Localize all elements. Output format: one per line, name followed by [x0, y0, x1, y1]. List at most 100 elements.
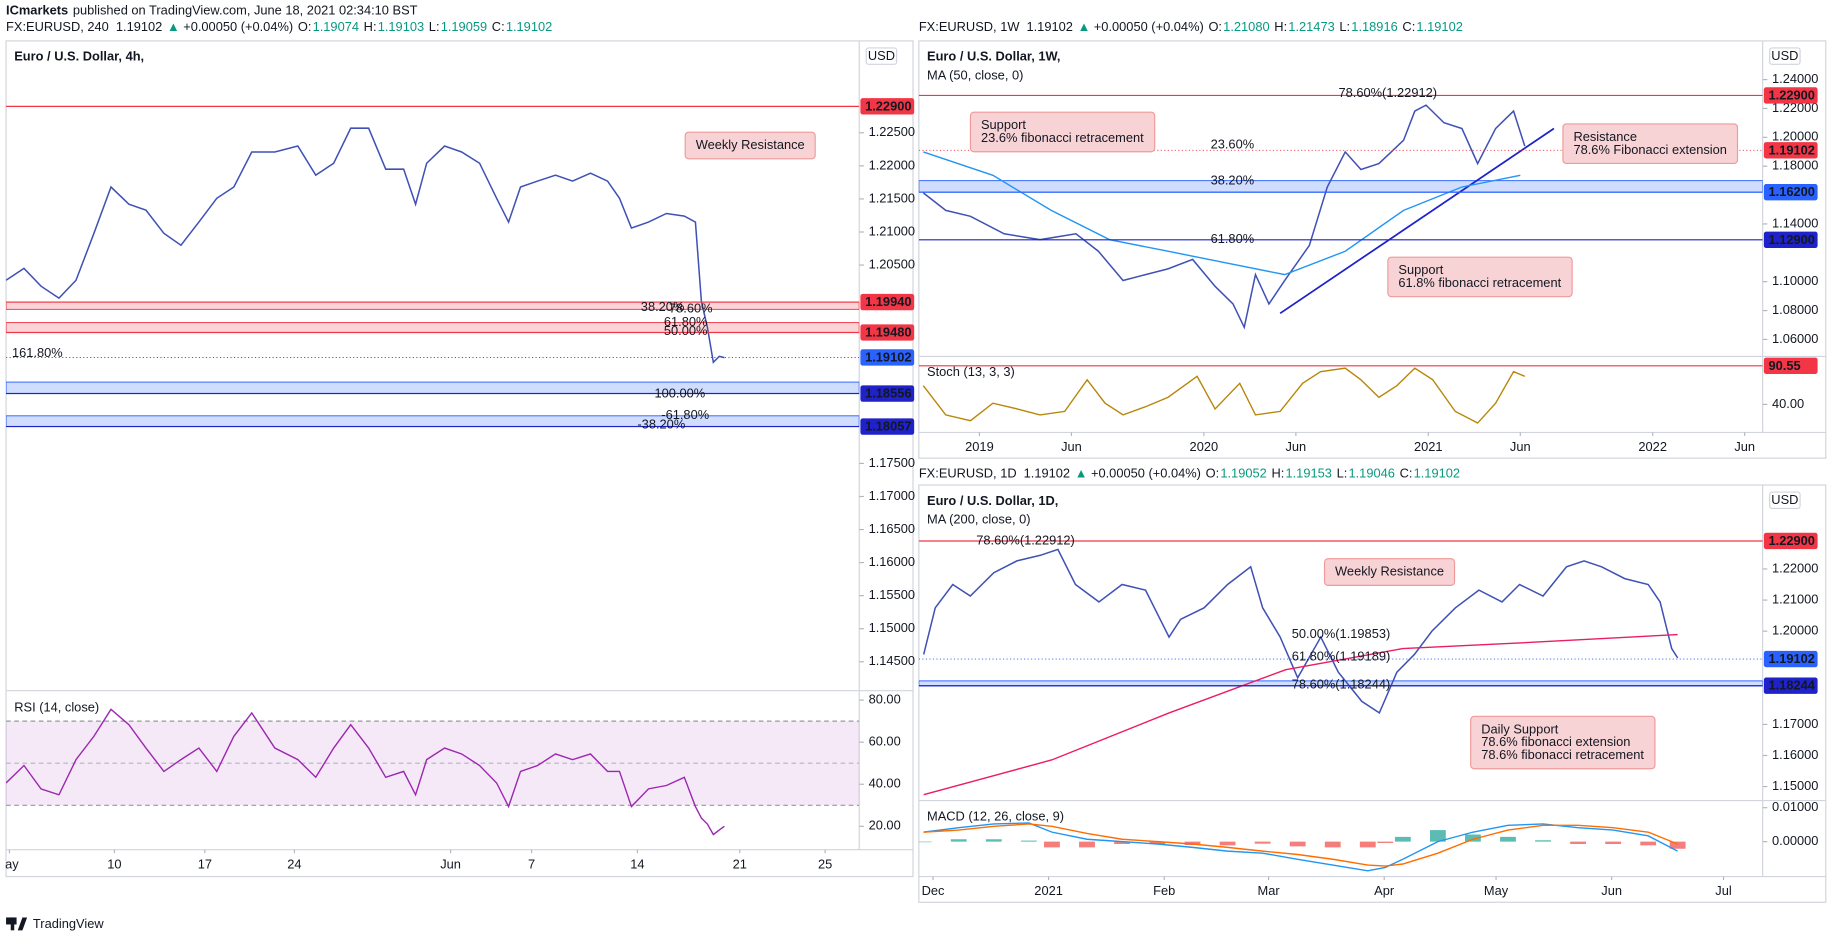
y-tick-label: 1.22000 — [1772, 560, 1818, 575]
level-label: 1.22900 — [865, 98, 911, 113]
legend-entry: MA (200, close, 0) — [927, 511, 1031, 526]
change: +0.00050 (+0.04%) — [1091, 466, 1201, 481]
histogram-bar — [1465, 834, 1481, 842]
fib-label: 61.80%(1.19189) — [1292, 648, 1391, 663]
ohlc-label: C: — [1400, 466, 1413, 481]
y-tick-label: 20.00 — [869, 818, 901, 833]
y-tick-label: 40.00 — [869, 776, 901, 791]
level-label: 1.18556 — [865, 386, 911, 401]
legend-entry: Stoch (13, 3, 3) — [927, 364, 1015, 379]
currency-badge — [1769, 491, 1801, 509]
last-price: 1.19102 — [1024, 466, 1070, 481]
zone — [6, 381, 860, 394]
x-tick-label: Dec — [922, 883, 945, 898]
series-line — [922, 548, 1679, 715]
histogram-bar — [1044, 841, 1060, 848]
histogram-bar — [1359, 841, 1376, 848]
change: +0.00050 (+0.04%) — [183, 19, 293, 34]
y-tick-label: 1.15000 — [869, 620, 915, 635]
level-label-box — [1763, 142, 1818, 159]
ohlc-value: 1.19102 — [1416, 19, 1462, 34]
series-line — [922, 367, 1526, 424]
x-tick-label: Apr — [1374, 883, 1395, 898]
note: Weekly Resistance — [696, 138, 805, 153]
histogram-bar — [1669, 841, 1686, 849]
x-tick-label: 17 — [198, 856, 212, 871]
y-tick-label: 1.10000 — [1772, 273, 1818, 288]
note-box — [1323, 558, 1456, 586]
currency-label: USD — [1771, 48, 1798, 63]
y-tick-label: 1.15500 — [869, 587, 915, 602]
series-line — [923, 151, 1521, 276]
x-tick-label: 10 — [107, 856, 121, 871]
level-label-box — [860, 349, 915, 366]
trendline — [1279, 127, 1555, 315]
author: ICmarkets — [6, 3, 68, 18]
zone — [6, 415, 860, 427]
legend-entry: MACD (12, 26, close, 9) — [927, 808, 1064, 823]
x-tick-label: Jun — [1734, 439, 1755, 454]
level-label: 1.16200 — [1769, 184, 1815, 199]
x-tick-label: 2022 — [1638, 439, 1667, 454]
publish-line: ICmarkets published on TradingView.com, J… — [6, 3, 418, 18]
legend-entry: Euro / U.S. Dollar, 1D, — [927, 493, 1058, 508]
note: Daily Support 78.6% fibonacci extension 78… — [1481, 722, 1644, 763]
note-box — [684, 131, 816, 160]
y-tick-label: 1.14000 — [1772, 215, 1818, 230]
level-label-box — [1763, 650, 1818, 668]
fib-label: 50.00% — [664, 323, 708, 338]
series-line — [6, 127, 725, 364]
y-tick-label: 1.17000 — [869, 488, 915, 503]
ohlc-label: H: — [364, 19, 377, 34]
y-tick-label: 1.17500 — [869, 455, 915, 470]
x-tick-label: 2019 — [965, 439, 994, 454]
y-tick-label: 40.00 — [1772, 396, 1804, 411]
level-label-box — [860, 98, 915, 115]
ohlc-label: O: — [298, 19, 312, 34]
y-tick-label: 1.15000 — [1772, 778, 1818, 793]
last-price: 1.19102 — [116, 19, 162, 34]
note-line: Support — [1398, 263, 1443, 278]
y-tick-label: 1.20500 — [869, 256, 915, 271]
note-line: 78.6% fibonacci extension — [1481, 735, 1630, 750]
y-tick-label: 1.16000 — [869, 554, 915, 569]
x-tick-label: Feb — [1153, 883, 1175, 898]
note-line: Support — [981, 118, 1026, 133]
y-tick-label: 1.24000 — [1772, 71, 1818, 86]
fib-label: 100.00% — [654, 385, 705, 400]
ohlc-label: H: — [1271, 466, 1284, 481]
y-tick-label: 1.21000 — [869, 223, 915, 238]
level-label-box — [860, 418, 915, 435]
x-tick-label: 2021 — [1034, 883, 1063, 898]
y-tick-label: 60.00 — [869, 734, 901, 749]
plot-area — [918, 365, 1763, 424]
histogram-bar — [950, 839, 967, 842]
histogram-bar — [1394, 836, 1411, 842]
fib-label: 161.80% — [12, 345, 63, 360]
ohlc-label: C: — [1402, 19, 1415, 34]
note-line: Daily Support — [1481, 722, 1559, 737]
histogram-bar — [918, 841, 932, 843]
fib-label: 78.60% — [669, 301, 713, 316]
histogram-bar — [1605, 841, 1622, 844]
y-tick-label: 0.01000 — [1772, 799, 1818, 814]
histogram-bar — [1114, 841, 1130, 844]
level-label-box — [860, 293, 915, 311]
histogram-bar — [1079, 841, 1095, 848]
histogram-bar — [1324, 841, 1341, 848]
zone — [918, 180, 1763, 193]
x-tick-label: Jun — [1061, 439, 1082, 454]
y-tick-label: 1.16000 — [1772, 747, 1818, 762]
plot-area — [6, 708, 860, 836]
x-tick-label: Jul — [1715, 883, 1731, 898]
y-tick-label: 1.18000 — [1772, 158, 1818, 173]
y-tick-label: 1.22000 — [869, 157, 915, 172]
series-line — [6, 708, 725, 836]
y-tick-label: 1.16500 — [869, 521, 915, 536]
x-tick-label: 14 — [630, 856, 644, 871]
x-tick-label: 24 — [287, 856, 301, 871]
ohlc-value: 1.19074 — [313, 19, 359, 34]
note-box — [1470, 715, 1656, 770]
level-label-box — [1763, 231, 1818, 249]
